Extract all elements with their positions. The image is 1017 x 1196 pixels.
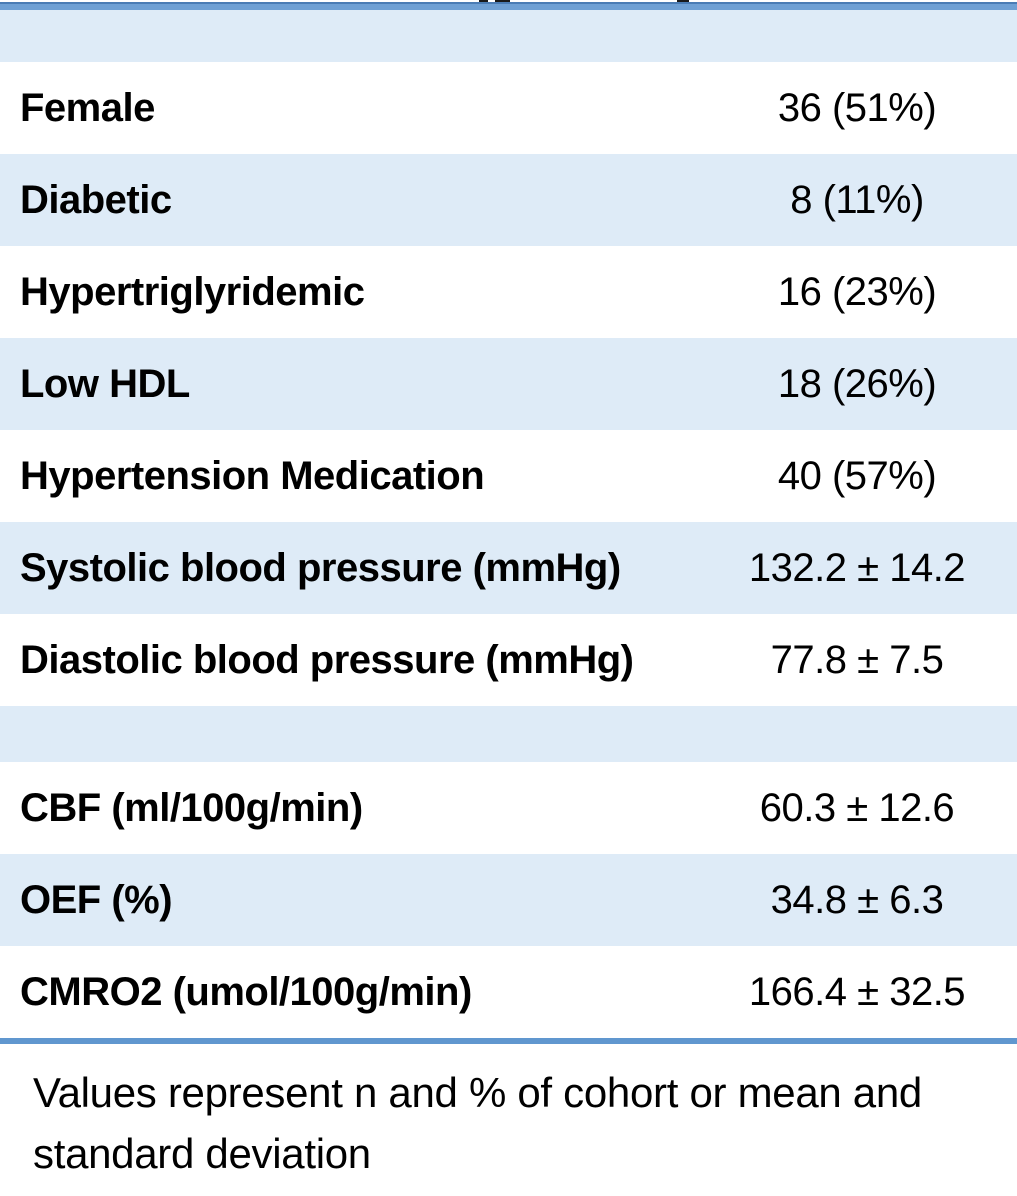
row-label: Female: [20, 85, 155, 130]
row-value: 8 (11%): [790, 177, 924, 222]
table-row: [0, 10, 1017, 62]
table-row: Diabetic 8 (11%): [0, 154, 1017, 246]
table-row: Hypertension Medication 40 (57%): [0, 430, 1017, 522]
row-value: 36 (51%): [777, 85, 937, 130]
row-value: 166.4 ± 32.5: [748, 969, 966, 1014]
cropped-title-fragment: [495, 0, 510, 3]
cropped-title-fragment: [479, 0, 488, 3]
row-label: Diabetic: [20, 177, 172, 222]
row-value: 132.2 ± 14.2: [748, 545, 966, 590]
table-footnote: Values represent n and % of cohort or me…: [33, 1069, 922, 1177]
row-label: Systolic blood pressure (mmHg): [20, 545, 621, 590]
table-row: Systolic blood pressure (mmHg) 132.2 ± 1…: [0, 522, 1017, 614]
table-row: CBF (ml/100g/min) 60.3 ± 12.6: [0, 762, 1017, 854]
table-row: CMRO2 (umol/100g/min) 166.4 ± 32.5: [0, 946, 1017, 1038]
table-rows: Female 36 (51%) Diabetic 8 (11%) Hypertr…: [0, 10, 1017, 1038]
table-row: Hypertriglyridemic 16 (23%): [0, 246, 1017, 338]
row-value: 16 (23%): [777, 269, 937, 314]
row-value: 40 (57%): [777, 453, 937, 498]
table-row: OEF (%) 34.8 ± 6.3: [0, 854, 1017, 946]
row-label: Low HDL: [20, 361, 190, 406]
row-label: CBF (ml/100g/min): [20, 785, 363, 830]
row-value: 34.8 ± 6.3: [770, 877, 944, 922]
table-row: Female 36 (51%): [0, 62, 1017, 154]
table-row: Diastolic blood pressure (mmHg) 77.8 ± 7…: [0, 614, 1017, 706]
row-label: CMRO2 (umol/100g/min): [20, 969, 472, 1014]
cropped-title-fragment: [677, 0, 689, 3]
row-label: Diastolic blood pressure (mmHg): [20, 637, 634, 682]
row-value: 60.3 ± 12.6: [759, 785, 955, 830]
row-label: OEF (%): [20, 877, 173, 922]
table-bottom-border: [0, 1038, 1017, 1044]
table-top-border: [0, 2, 1017, 10]
characteristics-table: Female 36 (51%) Diabetic 8 (11%) Hypertr…: [0, 2, 1017, 1044]
row-label: Hypertriglyridemic: [20, 269, 365, 314]
row-value: 18 (26%): [777, 361, 937, 406]
table-row: Low HDL 18 (26%): [0, 338, 1017, 430]
table-row: [0, 706, 1017, 762]
row-value: 77.8 ± 7.5: [770, 637, 944, 682]
row-label: Hypertension Medication: [20, 453, 485, 498]
